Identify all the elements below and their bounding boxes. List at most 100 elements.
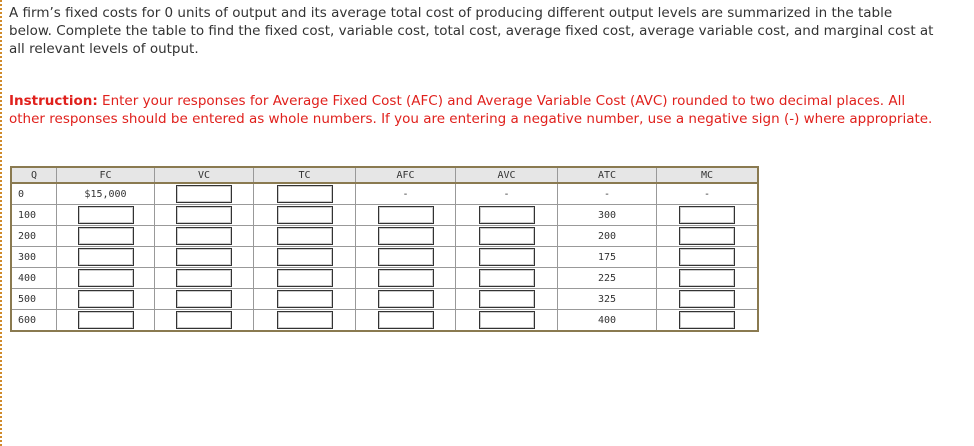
input-cell: [253, 225, 356, 247]
answer-input[interactable]: [478, 269, 535, 287]
answer-input[interactable]: [377, 269, 434, 287]
answer-input[interactable]: [77, 227, 134, 245]
answer-input[interactable]: [478, 290, 535, 308]
answer-input[interactable]: [377, 311, 434, 329]
answer-input[interactable]: [679, 248, 735, 266]
answer-input[interactable]: [377, 206, 434, 224]
input-cell: [455, 309, 558, 332]
input-cell: [656, 246, 759, 268]
input-cell: [253, 267, 356, 289]
input-cell: [154, 267, 254, 289]
answer-input[interactable]: [77, 290, 134, 308]
table-cell: 200: [557, 225, 657, 247]
answer-input[interactable]: [77, 248, 134, 266]
input-cell: [154, 225, 254, 247]
input-cell: [355, 309, 456, 332]
column-header: Q: [10, 166, 57, 184]
input-cell: [355, 225, 456, 247]
table-cell: 300: [557, 204, 657, 226]
answer-input[interactable]: [176, 206, 232, 224]
answer-input[interactable]: [276, 269, 333, 287]
input-cell: [656, 204, 759, 226]
input-cell: [154, 204, 254, 226]
table-cell: -: [557, 182, 657, 205]
input-cell: [154, 288, 254, 310]
table-row: 500 325: [10, 288, 759, 310]
column-header: VC: [154, 166, 254, 184]
answer-input[interactable]: [176, 269, 232, 287]
input-cell: [253, 309, 356, 332]
header-row: Q FC VC TC AFC AVC ATC MC: [10, 166, 759, 184]
instruction-text: Enter your responses for Average Fixed C…: [9, 93, 933, 127]
answer-input[interactable]: [176, 248, 232, 266]
answer-input[interactable]: [176, 311, 232, 329]
input-cell: [56, 267, 155, 289]
input-cell: [656, 225, 759, 247]
column-header: MC: [656, 166, 759, 184]
column-header: AVC: [455, 166, 558, 184]
answer-input[interactable]: [176, 185, 232, 203]
answer-input[interactable]: [176, 290, 232, 308]
answer-input[interactable]: [679, 311, 735, 329]
answer-input[interactable]: [276, 206, 333, 224]
answer-input[interactable]: [377, 227, 434, 245]
input-cell: [253, 182, 356, 205]
input-cell: [455, 288, 558, 310]
answer-input[interactable]: [77, 311, 134, 329]
cost-table: Q FC VC TC AFC AVC ATC MC 0 $15,000- - - -100 300 200 2…: [10, 166, 759, 332]
instruction-label: Instruction:: [9, 93, 98, 109]
column-header: ATC: [557, 166, 657, 184]
column-header: FC: [56, 166, 155, 184]
table-row: 200 200: [10, 225, 759, 247]
input-cell: [56, 309, 155, 332]
answer-input[interactable]: [176, 227, 232, 245]
answer-input[interactable]: [276, 248, 333, 266]
input-cell: [56, 288, 155, 310]
table-cell: 500: [10, 288, 57, 310]
answer-input[interactable]: [276, 290, 333, 308]
table-cell: -: [656, 182, 759, 205]
table-cell: 600: [10, 309, 57, 332]
table-cell: -: [355, 182, 456, 205]
input-cell: [253, 204, 356, 226]
answer-input[interactable]: [679, 227, 735, 245]
column-header: AFC: [355, 166, 456, 184]
input-cell: [355, 267, 456, 289]
table-row: 0 $15,000- - - -: [10, 182, 759, 205]
instruction: Instruction: Enter your responses for Av…: [9, 92, 939, 128]
table-cell: 300: [10, 246, 57, 268]
input-cell: [253, 246, 356, 268]
input-cell: [656, 267, 759, 289]
answer-input[interactable]: [377, 248, 434, 266]
answer-input[interactable]: [478, 248, 535, 266]
table-row: 400 225: [10, 267, 759, 289]
answer-input[interactable]: [276, 185, 333, 203]
answer-input[interactable]: [77, 269, 134, 287]
table-cell: -: [455, 182, 558, 205]
input-cell: [56, 204, 155, 226]
table-cell: 400: [557, 309, 657, 332]
table-cell: $15,000: [56, 182, 155, 205]
answer-input[interactable]: [478, 311, 535, 329]
answer-input[interactable]: [679, 290, 735, 308]
input-cell: [56, 225, 155, 247]
table-cell: 100: [10, 204, 57, 226]
input-cell: [154, 182, 254, 205]
input-cell: [154, 309, 254, 332]
table-row: 100 300: [10, 204, 759, 226]
answer-input[interactable]: [377, 290, 434, 308]
table-cell: 325: [557, 288, 657, 310]
answer-input[interactable]: [77, 206, 134, 224]
table-cell: 0: [10, 182, 57, 205]
table-cell: 225: [557, 267, 657, 289]
answer-input[interactable]: [478, 206, 535, 224]
answer-input[interactable]: [478, 227, 535, 245]
answer-input[interactable]: [679, 206, 735, 224]
answer-input[interactable]: [276, 311, 333, 329]
input-cell: [355, 288, 456, 310]
answer-input[interactable]: [679, 269, 735, 287]
answer-input[interactable]: [276, 227, 333, 245]
table-row: 300 175: [10, 246, 759, 268]
